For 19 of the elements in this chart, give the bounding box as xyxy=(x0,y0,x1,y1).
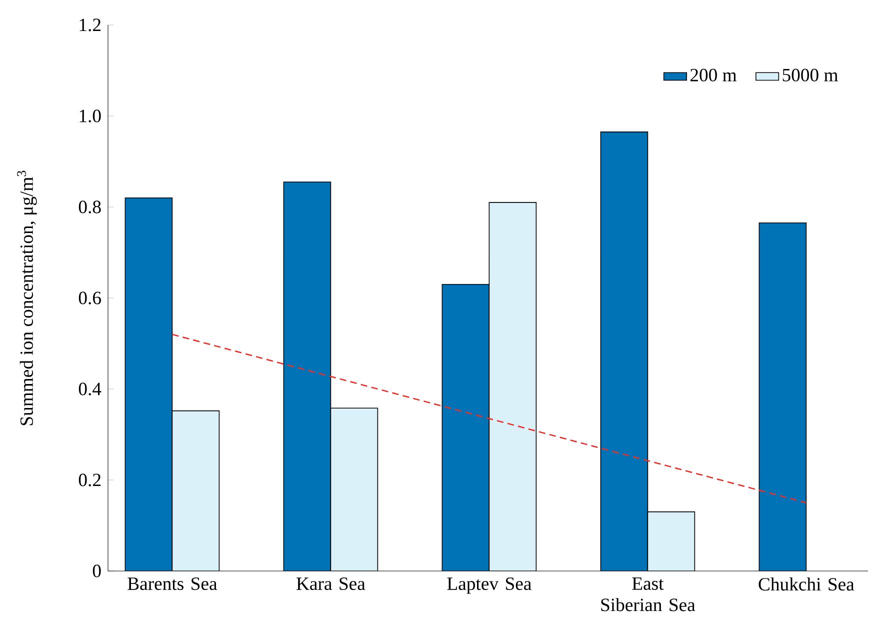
y-tick-label: 0.4 xyxy=(78,382,102,396)
y-axis-title: Summed ion concentration, μg/m$^{3}$ xyxy=(17,170,37,426)
x-tick-label: East Siberian Sea xyxy=(601,577,696,612)
bar xyxy=(172,410,220,571)
y-tick-label: 0.8 xyxy=(78,200,101,214)
y-tick-label: 0.6 xyxy=(78,292,101,304)
bar xyxy=(647,511,696,571)
x-tick-label: Barents Sea xyxy=(128,577,218,590)
x-tick-label: Kara Sea xyxy=(296,577,366,590)
y-tick-label: 1.2 xyxy=(80,18,100,32)
y-tick-label: 0.2 xyxy=(78,474,100,486)
legend-label: 200 m xyxy=(690,68,737,82)
y-tick-label: 1.0 xyxy=(80,110,101,122)
legend-label: 5000 m xyxy=(782,68,838,82)
bar xyxy=(330,408,378,571)
x-tick-label: Chukchi Sea xyxy=(758,577,854,591)
bar xyxy=(488,202,537,571)
x-tick-label: Laptev Sea xyxy=(447,577,532,594)
y-tick-label: 0 xyxy=(92,564,101,578)
